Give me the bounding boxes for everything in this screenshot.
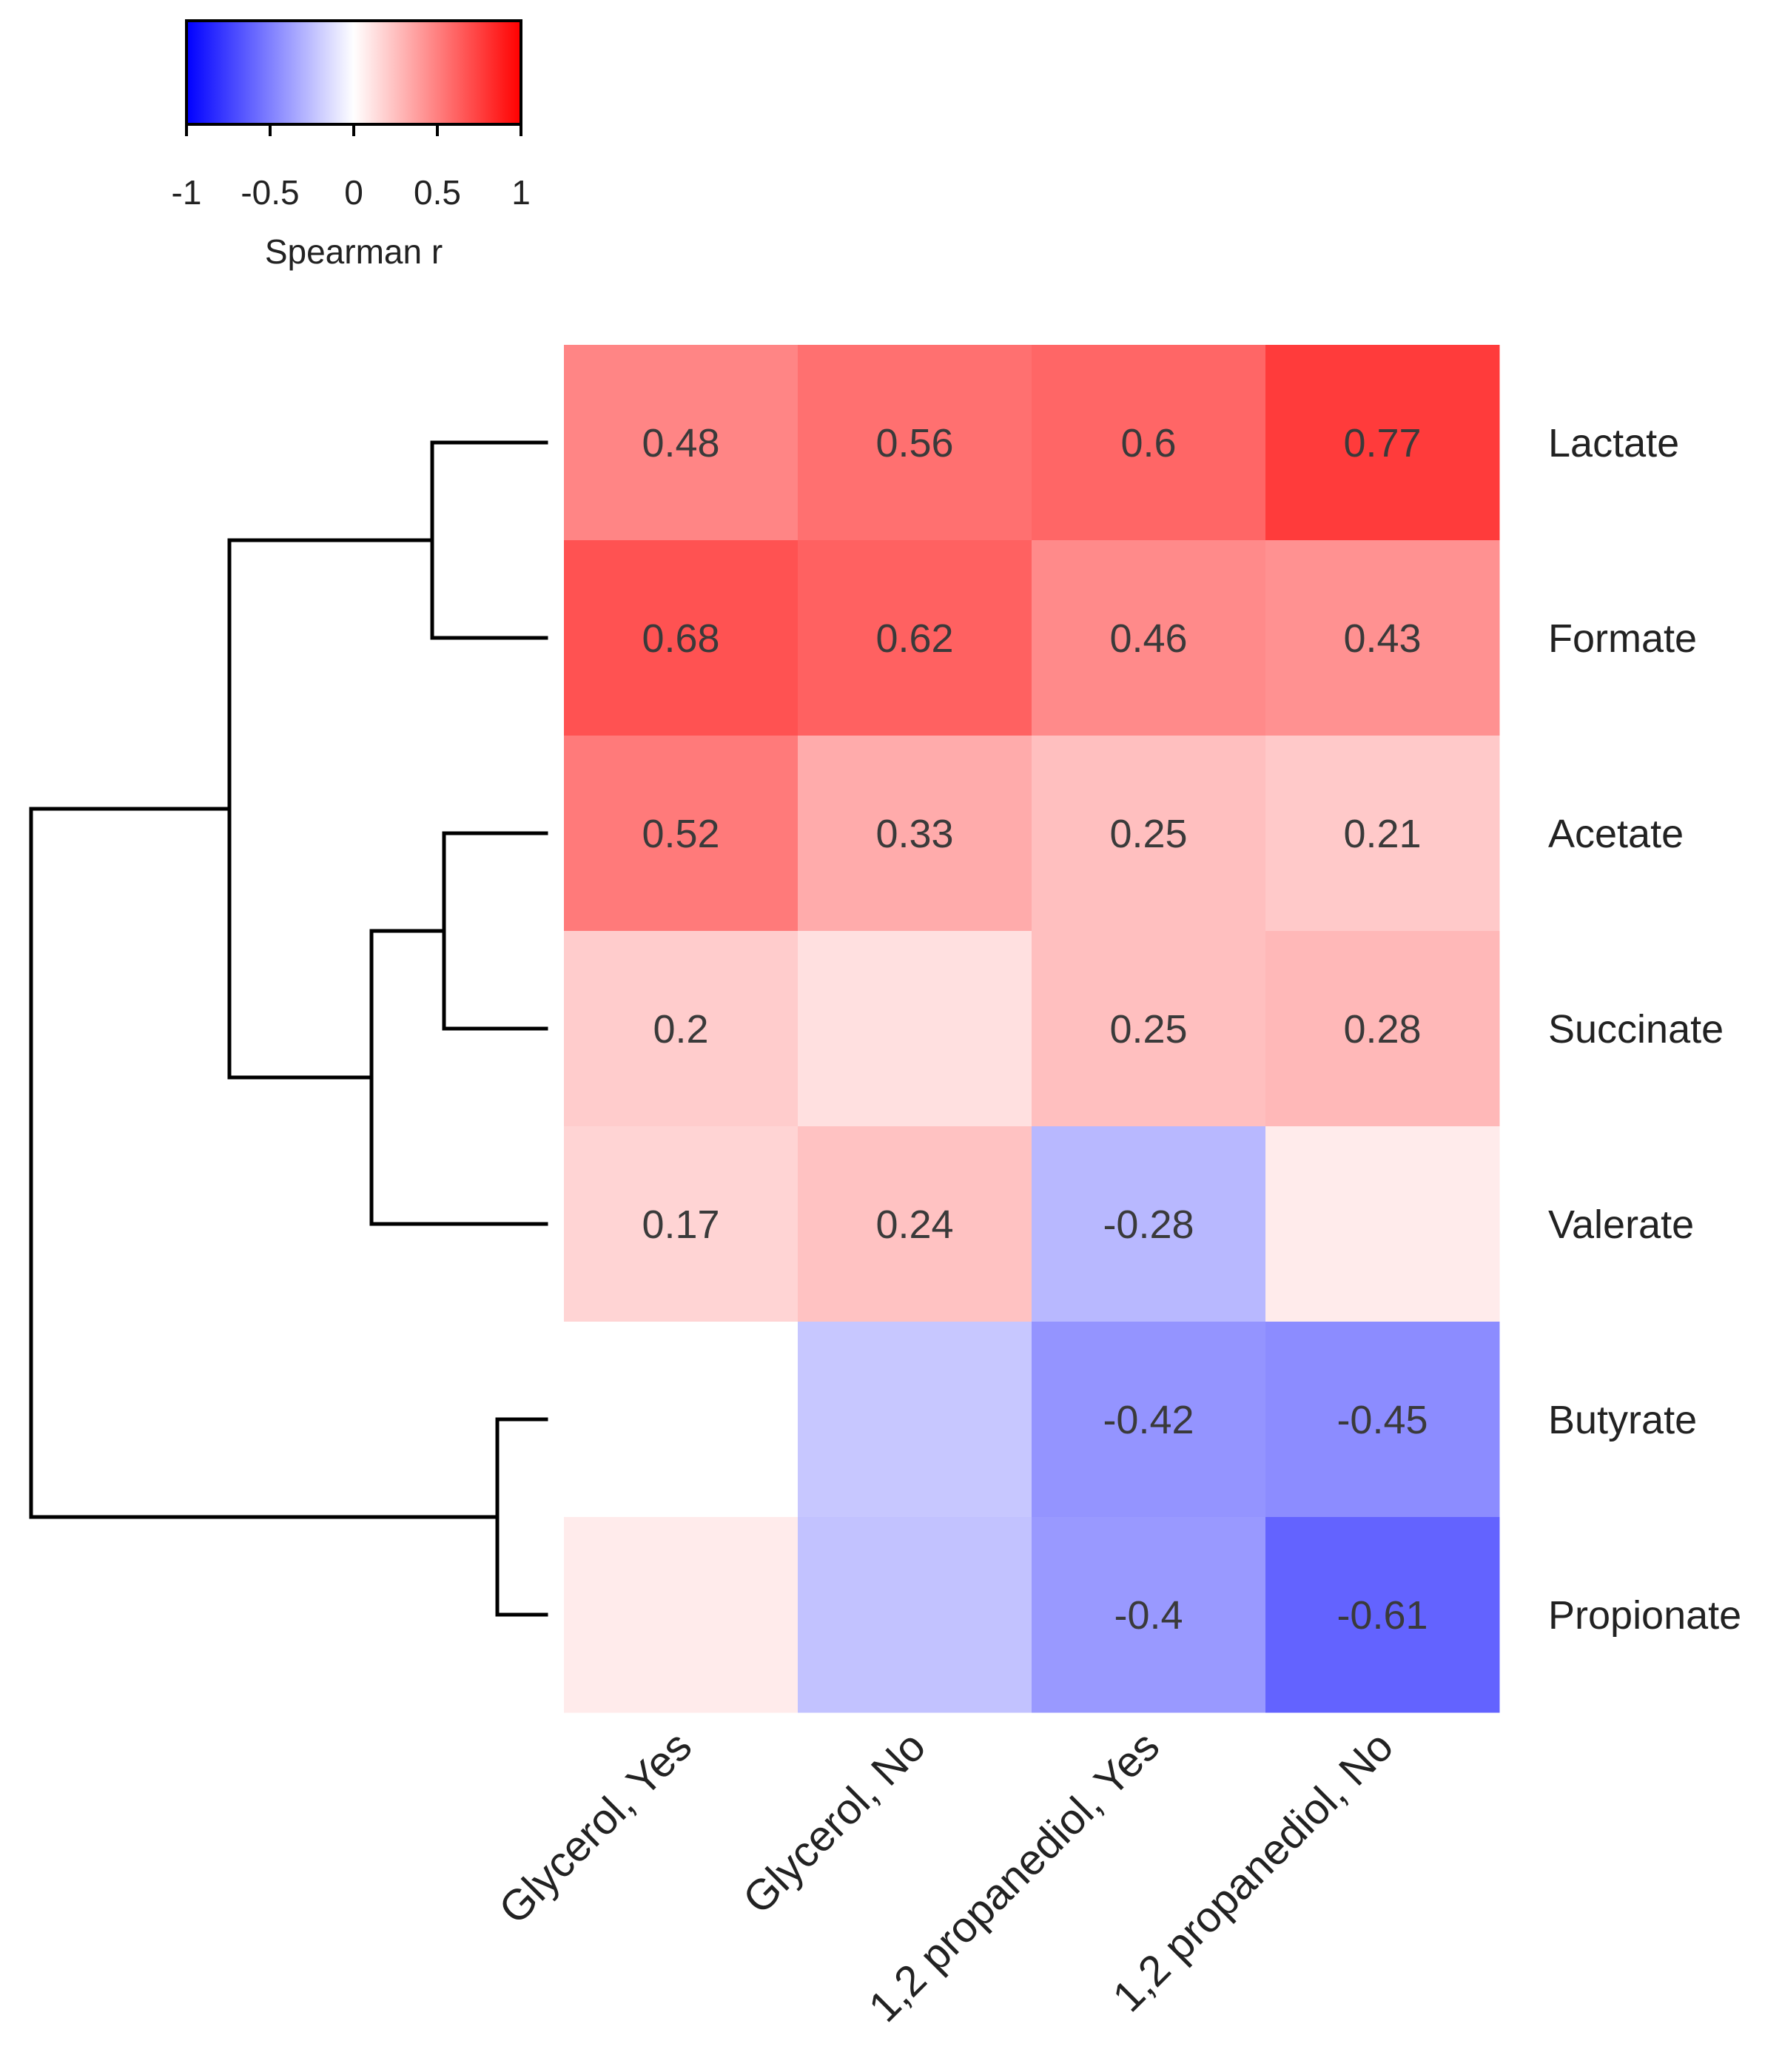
heatmap-cell [1032, 1322, 1266, 1518]
cell-value-label: -0.42 [1103, 1398, 1194, 1442]
cell-value-label: 0.2 [653, 1007, 708, 1052]
heatmap-cell [1265, 931, 1500, 1127]
color-legend: -1 -0.5 0 0.5 1 Spearman r [172, 19, 531, 271]
column-label: Glycerol, Yes [490, 1722, 701, 1933]
cell-value-label: -0.28 [1103, 1202, 1194, 1247]
heatmap-cell [798, 540, 1032, 736]
row-labels: Lactate Formate Acetate Succinate Valerate Bu… [1548, 421, 1741, 1638]
cell-value-label: 0.77 [1343, 421, 1421, 465]
heatmap-cell [798, 345, 1032, 541]
row-label: Propionate [1548, 1593, 1741, 1638]
cell-value-label: -0.4 [1114, 1593, 1183, 1638]
heatmap-cell [1265, 345, 1500, 541]
legend-tick-label: 1 [511, 173, 531, 212]
cell-value-label: -0.45 [1336, 1398, 1428, 1442]
heatmap-cell [798, 1322, 1032, 1518]
heatmap-cell [1032, 1126, 1266, 1322]
heatmap-cell [1265, 540, 1500, 736]
row-label: Butyrate [1548, 1398, 1697, 1442]
cell-value-label: -0.61 [1336, 1593, 1428, 1638]
cell-value-label: 0.33 [875, 812, 953, 856]
legend-title: Spearman r [265, 232, 443, 271]
cell-value-label: 0.46 [1109, 616, 1187, 661]
heatmap-cell [798, 1126, 1032, 1322]
cell-value-label: 0.52 [642, 812, 719, 856]
heatmap-cell [1032, 345, 1266, 541]
heatmap-cell [1265, 1322, 1500, 1518]
cell-value-label: 0.25 [1109, 812, 1187, 856]
heatmap-cell [564, 1126, 798, 1322]
heatmap-cell [564, 736, 798, 932]
row-label: Succinate [1548, 1007, 1724, 1052]
heatmap-cell [1265, 1126, 1500, 1322]
cell-value-label: 0.43 [1343, 616, 1421, 661]
heatmap-cell [564, 931, 798, 1127]
column-label: Glycerol, No [734, 1722, 935, 1923]
cell-value-label: 0.24 [875, 1202, 953, 1247]
row-label: Valerate [1548, 1202, 1694, 1247]
cell-value-label: 0.68 [642, 616, 719, 661]
legend-tick-label: -0.5 [241, 173, 299, 212]
cell-value-label: 0.25 [1109, 1007, 1187, 1052]
heatmap-cell [1032, 1517, 1266, 1713]
row-label: Lactate [1548, 421, 1679, 465]
heatmap-cell [564, 1517, 798, 1713]
legend-ticks: -1 -0.5 0 0.5 1 [172, 124, 531, 212]
legend-tick-label: 0 [344, 173, 363, 212]
heatmap-cells: 0.48 0.56 0.6 0.77 0.68 0.62 0.46 0.43 0.52 0.33 0… [564, 345, 1500, 1713]
heatmap-cell [798, 736, 1032, 932]
heatmap-cell [1032, 540, 1266, 736]
column-labels: Glycerol, Yes Glycerol, No1,2 propanediol… [490, 1722, 1402, 2031]
cell-value-label: 0.21 [1343, 812, 1421, 856]
heatmap-cell [564, 345, 798, 541]
cell-value-label: 0.6 [1120, 421, 1176, 465]
legend-tick-label: 0.5 [414, 173, 461, 212]
row-dendrogram [29, 440, 548, 1617]
row-label: Formate [1548, 616, 1697, 661]
heatmap-cell [564, 540, 798, 736]
heatmap-cell [1032, 736, 1266, 932]
heatmap-cell [1265, 1517, 1500, 1713]
legend-color-bar [185, 19, 522, 126]
row-label: Acetate [1548, 812, 1684, 856]
cell-value-label: 0.28 [1343, 1007, 1421, 1052]
heatmap-cell [564, 1322, 798, 1518]
heatmap-cell [1032, 931, 1266, 1127]
heatmap-cell [798, 1517, 1032, 1713]
cell-value-label: 0.48 [642, 421, 719, 465]
cell-value-label: 0.56 [875, 421, 953, 465]
cell-value-label: 0.62 [875, 616, 953, 661]
heatmap-cell [1265, 736, 1500, 932]
heatmap-cell [798, 931, 1032, 1127]
legend-tick-label: -1 [172, 173, 202, 212]
cell-value-label: 0.17 [642, 1202, 719, 1247]
